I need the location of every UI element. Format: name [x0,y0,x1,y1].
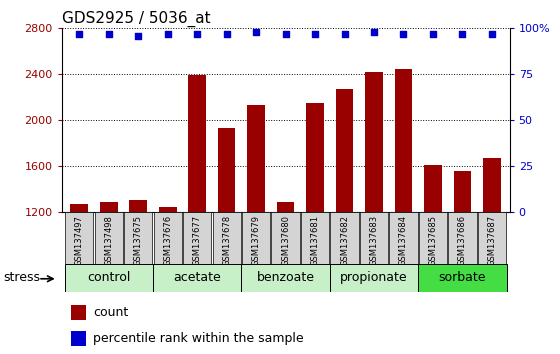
Bar [365,72,383,350]
Text: GSM137678: GSM137678 [222,215,231,266]
Bar [449,212,477,264]
Text: GSM137682: GSM137682 [340,215,349,266]
Bar [71,204,88,350]
Bar [159,207,176,350]
Bar [301,212,329,264]
Bar [218,129,236,350]
Text: control: control [87,272,130,284]
Bar [129,200,147,350]
Point [222,31,231,37]
Text: GDS2925 / 5036_at: GDS2925 / 5036_at [62,11,210,27]
Bar [71,305,86,320]
Text: GSM137497: GSM137497 [75,215,84,266]
Text: GSM137681: GSM137681 [311,215,320,266]
Bar [272,212,300,264]
Bar [330,212,359,264]
Bar [483,158,501,350]
Bar [418,264,507,292]
Point [428,31,437,37]
Text: benzoate: benzoate [256,272,315,284]
Bar [419,212,447,264]
Text: GSM137498: GSM137498 [104,215,113,266]
Point [340,31,349,37]
Bar [95,212,123,264]
Text: stress: stress [3,272,40,284]
Bar [183,212,211,264]
Bar [424,165,442,350]
Text: GSM137679: GSM137679 [251,215,260,266]
Bar [241,264,330,292]
Bar [71,331,86,346]
Bar [454,171,472,350]
Text: GSM137686: GSM137686 [458,215,467,266]
Text: count: count [93,306,128,319]
Bar [306,103,324,350]
Point [458,31,467,37]
Bar [389,212,418,264]
Bar [153,264,241,292]
Bar [360,212,388,264]
Text: GSM137683: GSM137683 [370,215,379,266]
Bar [478,212,506,264]
Bar [395,69,412,350]
Point [193,31,202,37]
Bar [212,212,241,264]
Text: GSM137676: GSM137676 [163,215,172,266]
Point [311,31,320,37]
Bar [248,105,265,350]
Text: sorbate: sorbate [438,272,486,284]
Bar [188,75,206,350]
Text: GSM137675: GSM137675 [134,215,143,266]
Text: GSM137684: GSM137684 [399,215,408,266]
Point [75,31,84,37]
Text: GSM137677: GSM137677 [193,215,202,266]
Bar [64,264,153,292]
Point [399,31,408,37]
Bar [242,212,270,264]
Point [281,31,290,37]
Text: percentile rank within the sample: percentile rank within the sample [93,332,304,345]
Bar [100,202,118,350]
Bar [153,212,182,264]
Point [370,29,379,35]
Point [134,33,143,39]
Bar [330,264,418,292]
Bar [65,212,94,264]
Bar [124,212,152,264]
Text: propionate: propionate [340,272,408,284]
Text: GSM137685: GSM137685 [428,215,437,266]
Text: GSM137687: GSM137687 [487,215,496,266]
Text: GSM137680: GSM137680 [281,215,290,266]
Point [163,31,172,37]
Bar [335,89,353,350]
Point [251,29,260,35]
Bar [277,202,295,350]
Point [104,31,113,37]
Point [487,31,496,37]
Text: acetate: acetate [173,272,221,284]
